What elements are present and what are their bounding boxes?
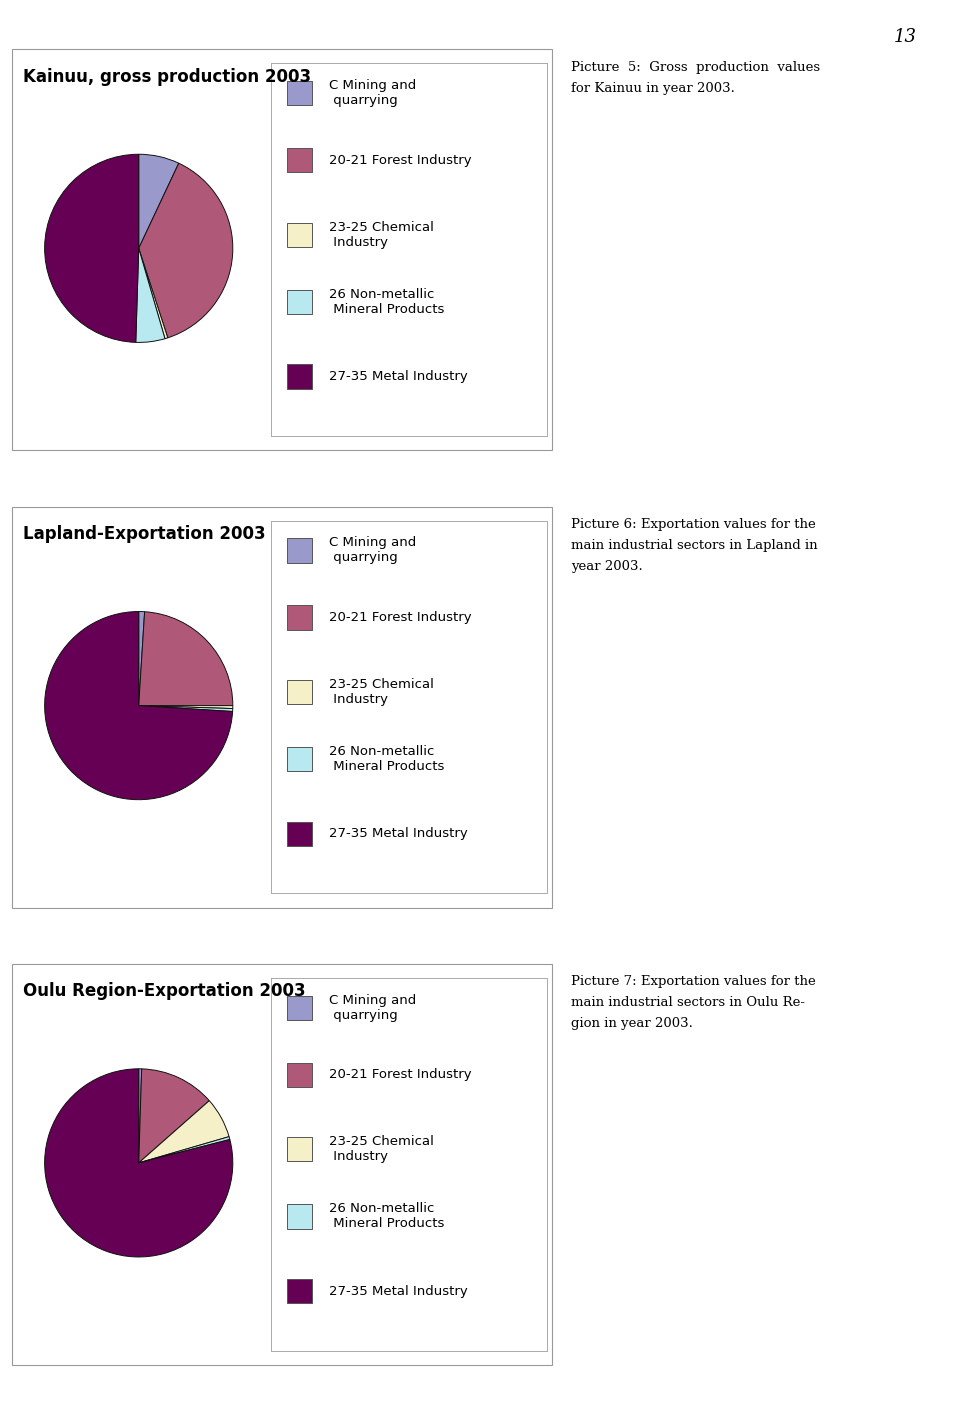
Bar bbox=[287, 290, 312, 314]
Bar bbox=[287, 539, 312, 563]
Text: 13: 13 bbox=[894, 28, 917, 46]
Wedge shape bbox=[138, 612, 145, 706]
Text: C Mining and
 quarrying: C Mining and quarrying bbox=[328, 536, 416, 564]
Wedge shape bbox=[45, 155, 139, 342]
Wedge shape bbox=[138, 706, 233, 709]
Text: Picture  5:  Gross  production  values
for Kainuu in year 2003.: Picture 5: Gross production values for K… bbox=[571, 61, 821, 94]
Text: C Mining and
 quarrying: C Mining and quarrying bbox=[328, 993, 416, 1021]
Text: 20-21 Forest Industry: 20-21 Forest Industry bbox=[328, 153, 471, 167]
Wedge shape bbox=[138, 1069, 142, 1162]
Wedge shape bbox=[45, 612, 232, 799]
Text: 27-35 Metal Industry: 27-35 Metal Industry bbox=[328, 370, 468, 383]
Text: 26 Non-metallic
 Mineral Products: 26 Non-metallic Mineral Products bbox=[328, 1203, 444, 1231]
Text: 26 Non-metallic
 Mineral Products: 26 Non-metallic Mineral Products bbox=[328, 746, 444, 774]
Bar bbox=[287, 1279, 312, 1303]
Text: Picture 6: Exportation values for the
main industrial sectors in Lapland in
year: Picture 6: Exportation values for the ma… bbox=[571, 518, 818, 573]
Wedge shape bbox=[138, 612, 233, 706]
Wedge shape bbox=[138, 706, 232, 712]
Wedge shape bbox=[135, 249, 165, 342]
Wedge shape bbox=[138, 155, 179, 249]
Bar bbox=[287, 364, 312, 388]
Text: 23-25 Chemical
 Industry: 23-25 Chemical Industry bbox=[328, 678, 434, 706]
Wedge shape bbox=[138, 1137, 229, 1162]
Text: 23-25 Chemical
 Industry: 23-25 Chemical Industry bbox=[328, 221, 434, 249]
Bar bbox=[287, 680, 312, 705]
Text: C Mining and
 quarrying: C Mining and quarrying bbox=[328, 79, 416, 107]
Text: Lapland-Exportation 2003: Lapland-Exportation 2003 bbox=[23, 525, 266, 543]
Text: Oulu Region-Exportation 2003: Oulu Region-Exportation 2003 bbox=[23, 982, 305, 1000]
Bar bbox=[287, 1204, 312, 1228]
Bar bbox=[287, 747, 312, 771]
Bar bbox=[287, 996, 312, 1020]
Wedge shape bbox=[138, 249, 168, 339]
Text: 20-21 Forest Industry: 20-21 Forest Industry bbox=[328, 611, 471, 625]
Bar bbox=[287, 82, 312, 106]
Text: 23-25 Chemical
 Industry: 23-25 Chemical Industry bbox=[328, 1135, 434, 1164]
Wedge shape bbox=[138, 1069, 209, 1162]
Bar bbox=[287, 822, 312, 846]
Bar bbox=[287, 605, 312, 630]
Bar bbox=[287, 1062, 312, 1088]
Bar bbox=[287, 148, 312, 173]
Text: 27-35 Metal Industry: 27-35 Metal Industry bbox=[328, 1285, 468, 1297]
Bar bbox=[287, 222, 312, 248]
Text: Picture 7: Exportation values for the
main industrial sectors in Oulu Re-
gion i: Picture 7: Exportation values for the ma… bbox=[571, 975, 816, 1030]
Bar bbox=[287, 1137, 312, 1162]
Wedge shape bbox=[138, 1100, 229, 1162]
Text: Kainuu, gross production 2003: Kainuu, gross production 2003 bbox=[23, 68, 311, 86]
Text: 26 Non-metallic
 Mineral Products: 26 Non-metallic Mineral Products bbox=[328, 288, 444, 317]
Text: 20-21 Forest Industry: 20-21 Forest Industry bbox=[328, 1068, 471, 1082]
Wedge shape bbox=[44, 1069, 232, 1256]
Wedge shape bbox=[138, 163, 232, 338]
Text: 27-35 Metal Industry: 27-35 Metal Industry bbox=[328, 827, 468, 840]
